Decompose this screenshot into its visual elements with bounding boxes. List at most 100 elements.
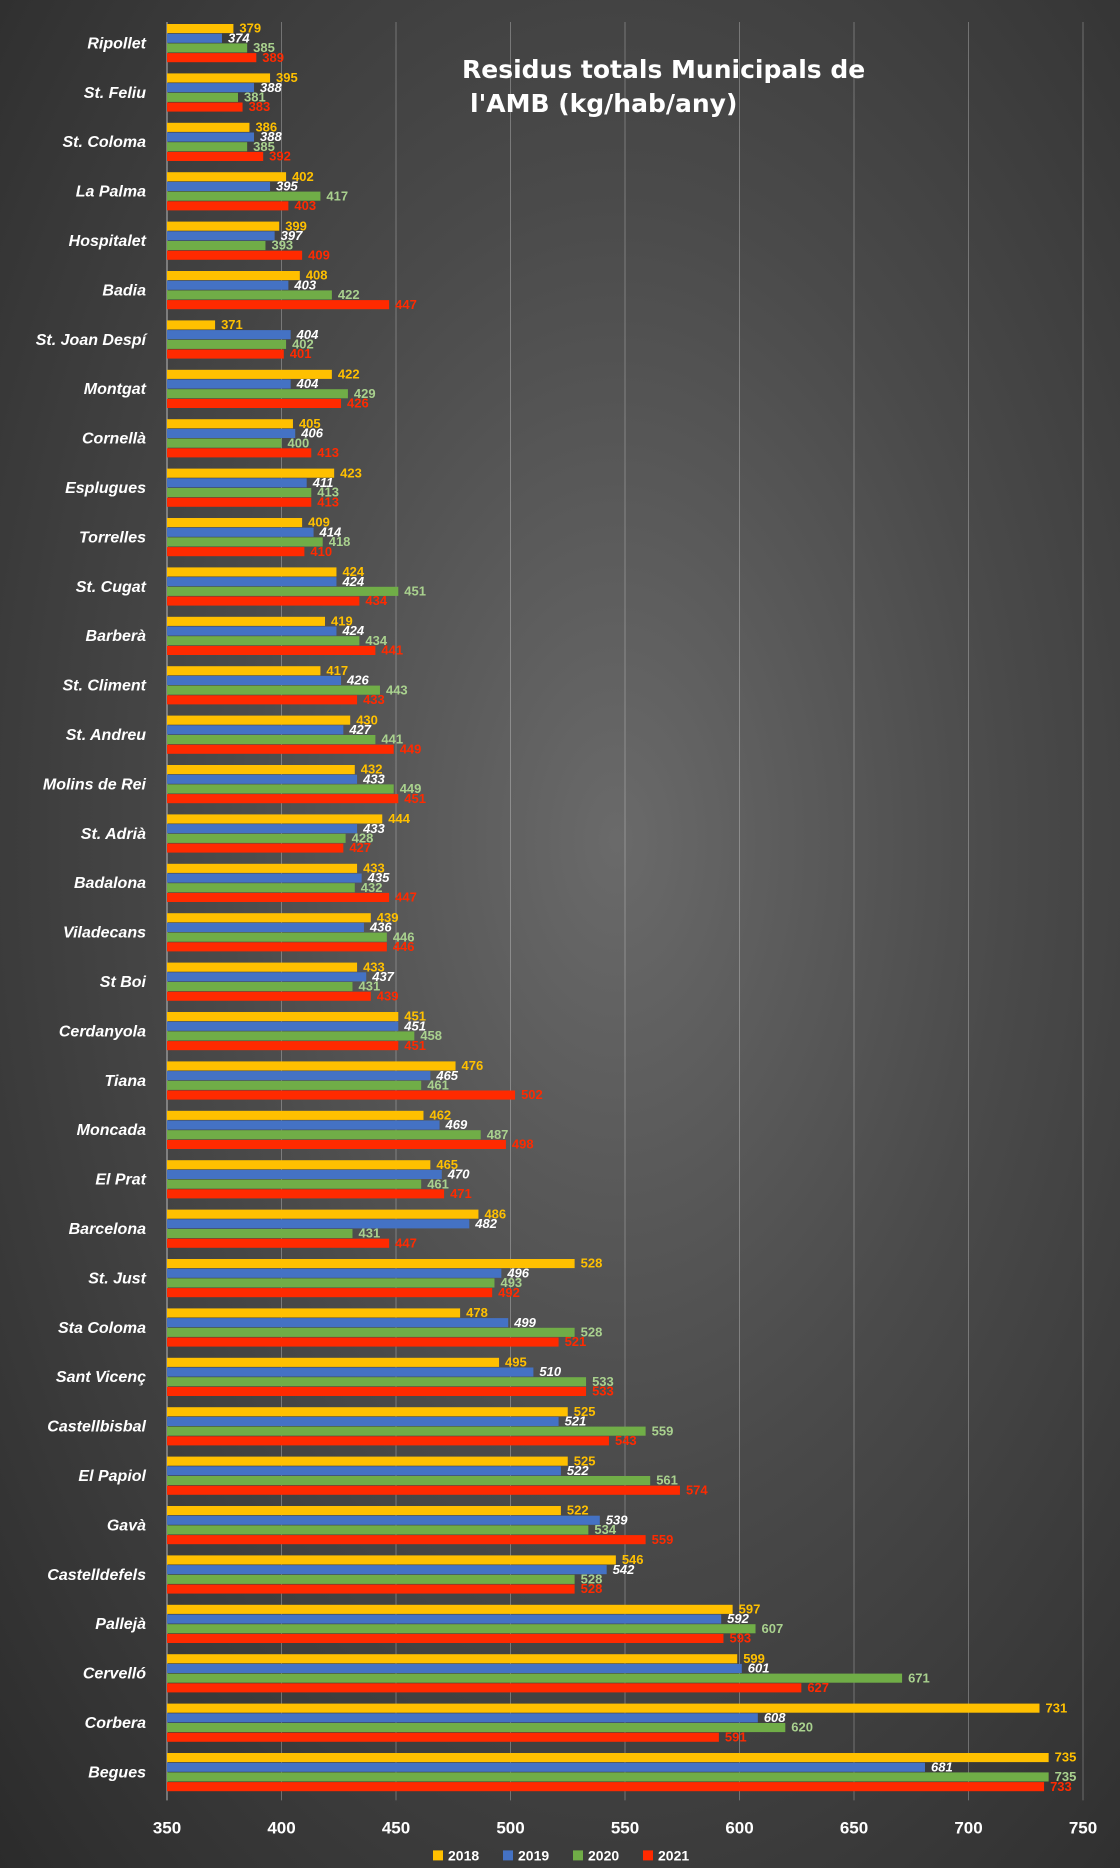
value-label-cervello-2019: 601 — [748, 1661, 770, 1676]
bar-st-feliu-2018 — [167, 73, 271, 83]
value-label-esplugues-2020: 413 — [317, 485, 339, 500]
value-label-torrelles-2020: 418 — [329, 534, 351, 549]
value-label-molins-de-rei-2018: 432 — [361, 762, 383, 777]
bar-palleja-2018 — [167, 1604, 733, 1614]
value-label-sta-coloma-2019: 499 — [513, 1315, 536, 1330]
chart-title-line-2: l'AMB (kg/hab/any) — [470, 89, 737, 118]
bar-cervello-2019 — [167, 1663, 742, 1673]
bar-st-andreu-2018 — [167, 715, 351, 725]
bar-hospitalet-2020 — [167, 241, 266, 251]
bar-la-palma-2018 — [167, 172, 287, 182]
bar-st-adria-2019 — [167, 824, 358, 834]
category-label-begues: Begues — [88, 1764, 146, 1781]
bar-tiana-2019 — [167, 1071, 431, 1081]
x-tick-label: 500 — [496, 1818, 524, 1837]
value-label-sant-vicenc-2019: 510 — [539, 1364, 561, 1379]
value-label-st-climent-2018: 417 — [326, 663, 348, 678]
value-label-castellbisbal-2018: 525 — [574, 1404, 596, 1419]
bar-hospitalet-2019 — [167, 231, 275, 241]
bar-st-just-2018 — [167, 1259, 575, 1269]
category-label-viladecans: Viladecans — [63, 925, 146, 942]
bar-barbera-2021 — [167, 645, 376, 655]
value-label-cerdanyola-2019: 451 — [403, 1018, 426, 1033]
value-label-la-palma-2018: 402 — [292, 169, 314, 184]
value-label-el-papiol-2019: 522 — [567, 1463, 589, 1478]
bar-hospitalet-2021 — [167, 250, 303, 260]
value-label-barcelona-2018: 486 — [484, 1206, 506, 1221]
value-label-st-just-2020: 493 — [500, 1275, 522, 1290]
bar-moncada-2019 — [167, 1120, 440, 1130]
value-label-badalona-2021: 447 — [395, 890, 417, 905]
bar-st-adria-2021 — [167, 843, 344, 853]
value-label-castelldefels-2018: 546 — [622, 1552, 644, 1567]
category-label-el-papiol: El Papiol — [78, 1468, 146, 1485]
x-tick-label: 550 — [611, 1818, 639, 1837]
bar-sta-coloma-2018 — [167, 1308, 461, 1318]
bar-badalona-2020 — [167, 883, 355, 893]
value-label-montgat-2018: 422 — [338, 367, 360, 382]
value-label-palleja-2018: 597 — [739, 1602, 761, 1617]
bar-castelldefels-2019 — [167, 1565, 607, 1575]
value-label-viladecans-2020: 446 — [393, 929, 415, 944]
bar-st-cugat-2021 — [167, 596, 360, 606]
x-tick-label: 700 — [954, 1818, 982, 1837]
value-label-castelldefels-2021: 528 — [581, 1581, 603, 1596]
value-label-st-boi-2021: 439 — [377, 988, 399, 1003]
value-label-montgat-2020: 429 — [354, 386, 376, 401]
value-label-castellbisbal-2019: 521 — [565, 1414, 587, 1429]
value-label-st-cugat-2019: 424 — [341, 574, 364, 589]
bar-moncada-2018 — [167, 1110, 424, 1120]
legend-label-2019: 2019 — [518, 1847, 549, 1863]
category-label-cerdanyola: Cerdanyola — [59, 1023, 146, 1040]
value-label-st-joan-despi-2019: 404 — [296, 327, 319, 342]
bar-barbera-2019 — [167, 626, 337, 636]
legend-swatch-2020 — [573, 1850, 583, 1861]
bar-viladecans-2019 — [167, 922, 364, 932]
value-label-st-andreu-2019: 427 — [348, 722, 371, 737]
x-axis-ticks: 350 400 450 500 550 600 650 700 750 — [153, 1818, 1097, 1837]
value-label-st-coloma-2021: 392 — [269, 149, 291, 164]
bar-montgat-2021 — [167, 398, 342, 408]
value-label-badia-2019: 403 — [293, 277, 316, 292]
bar-tiana-2021 — [167, 1090, 516, 1100]
bar-st-climent-2021 — [167, 695, 358, 705]
x-tick-label: 450 — [382, 1818, 410, 1837]
legend-label-2021: 2021 — [658, 1847, 689, 1863]
category-label-hospitalet: Hospitalet — [69, 233, 147, 250]
category-label-cornella: Cornellà — [82, 431, 146, 448]
value-label-st-coloma-2019: 388 — [260, 129, 282, 144]
category-label-barbera: Barberà — [86, 628, 147, 645]
bar-st-andreu-2019 — [167, 725, 344, 735]
value-label-st-joan-despi-2021: 401 — [290, 346, 312, 361]
value-label-molins-de-rei-2020: 449 — [400, 781, 422, 796]
value-label-cornella-2018: 405 — [299, 416, 321, 431]
value-label-cerdanyola-2021: 451 — [404, 1038, 426, 1053]
value-label-ripollet-2020: 385 — [253, 40, 275, 55]
value-label-corbera-2021: 591 — [725, 1729, 747, 1744]
value-label-ripollet-2018: 379 — [239, 21, 261, 36]
bar-tiana-2020 — [167, 1080, 422, 1090]
value-label-esplugues-2021: 413 — [317, 494, 339, 509]
value-label-barcelona-2020: 431 — [358, 1226, 380, 1241]
category-label-castellbisbal: Castellbisbal — [47, 1419, 146, 1436]
bar-st-adria-2018 — [167, 814, 383, 824]
value-label-el-prat-2021: 471 — [450, 1186, 472, 1201]
bar-begues-2020 — [167, 1772, 1049, 1782]
value-label-barbera-2019: 424 — [341, 623, 364, 638]
value-label-sta-coloma-2018: 478 — [466, 1305, 488, 1320]
value-label-viladecans-2018: 439 — [377, 910, 399, 925]
value-label-la-palma-2019: 395 — [276, 179, 298, 194]
bar-begues-2018 — [167, 1753, 1049, 1763]
value-label-torrelles-2021: 410 — [310, 544, 332, 559]
value-label-sant-vicenc-2021: 533 — [592, 1384, 614, 1399]
category-label-st-feliu: St. Feliu — [84, 85, 146, 102]
category-label-st-just: St. Just — [88, 1270, 146, 1287]
bar-gava-2019 — [167, 1515, 600, 1525]
category-label-gava: Gavà — [107, 1517, 146, 1534]
bar-molins-de-rei-2021 — [167, 794, 399, 804]
value-label-begues-2020: 735 — [1055, 1769, 1077, 1784]
value-label-molins-de-rei-2021: 451 — [404, 791, 426, 806]
bar-st-boi-2020 — [167, 982, 353, 992]
category-label-torrelles: Torrelles — [79, 529, 146, 546]
value-label-st-adria-2020: 428 — [352, 831, 374, 846]
